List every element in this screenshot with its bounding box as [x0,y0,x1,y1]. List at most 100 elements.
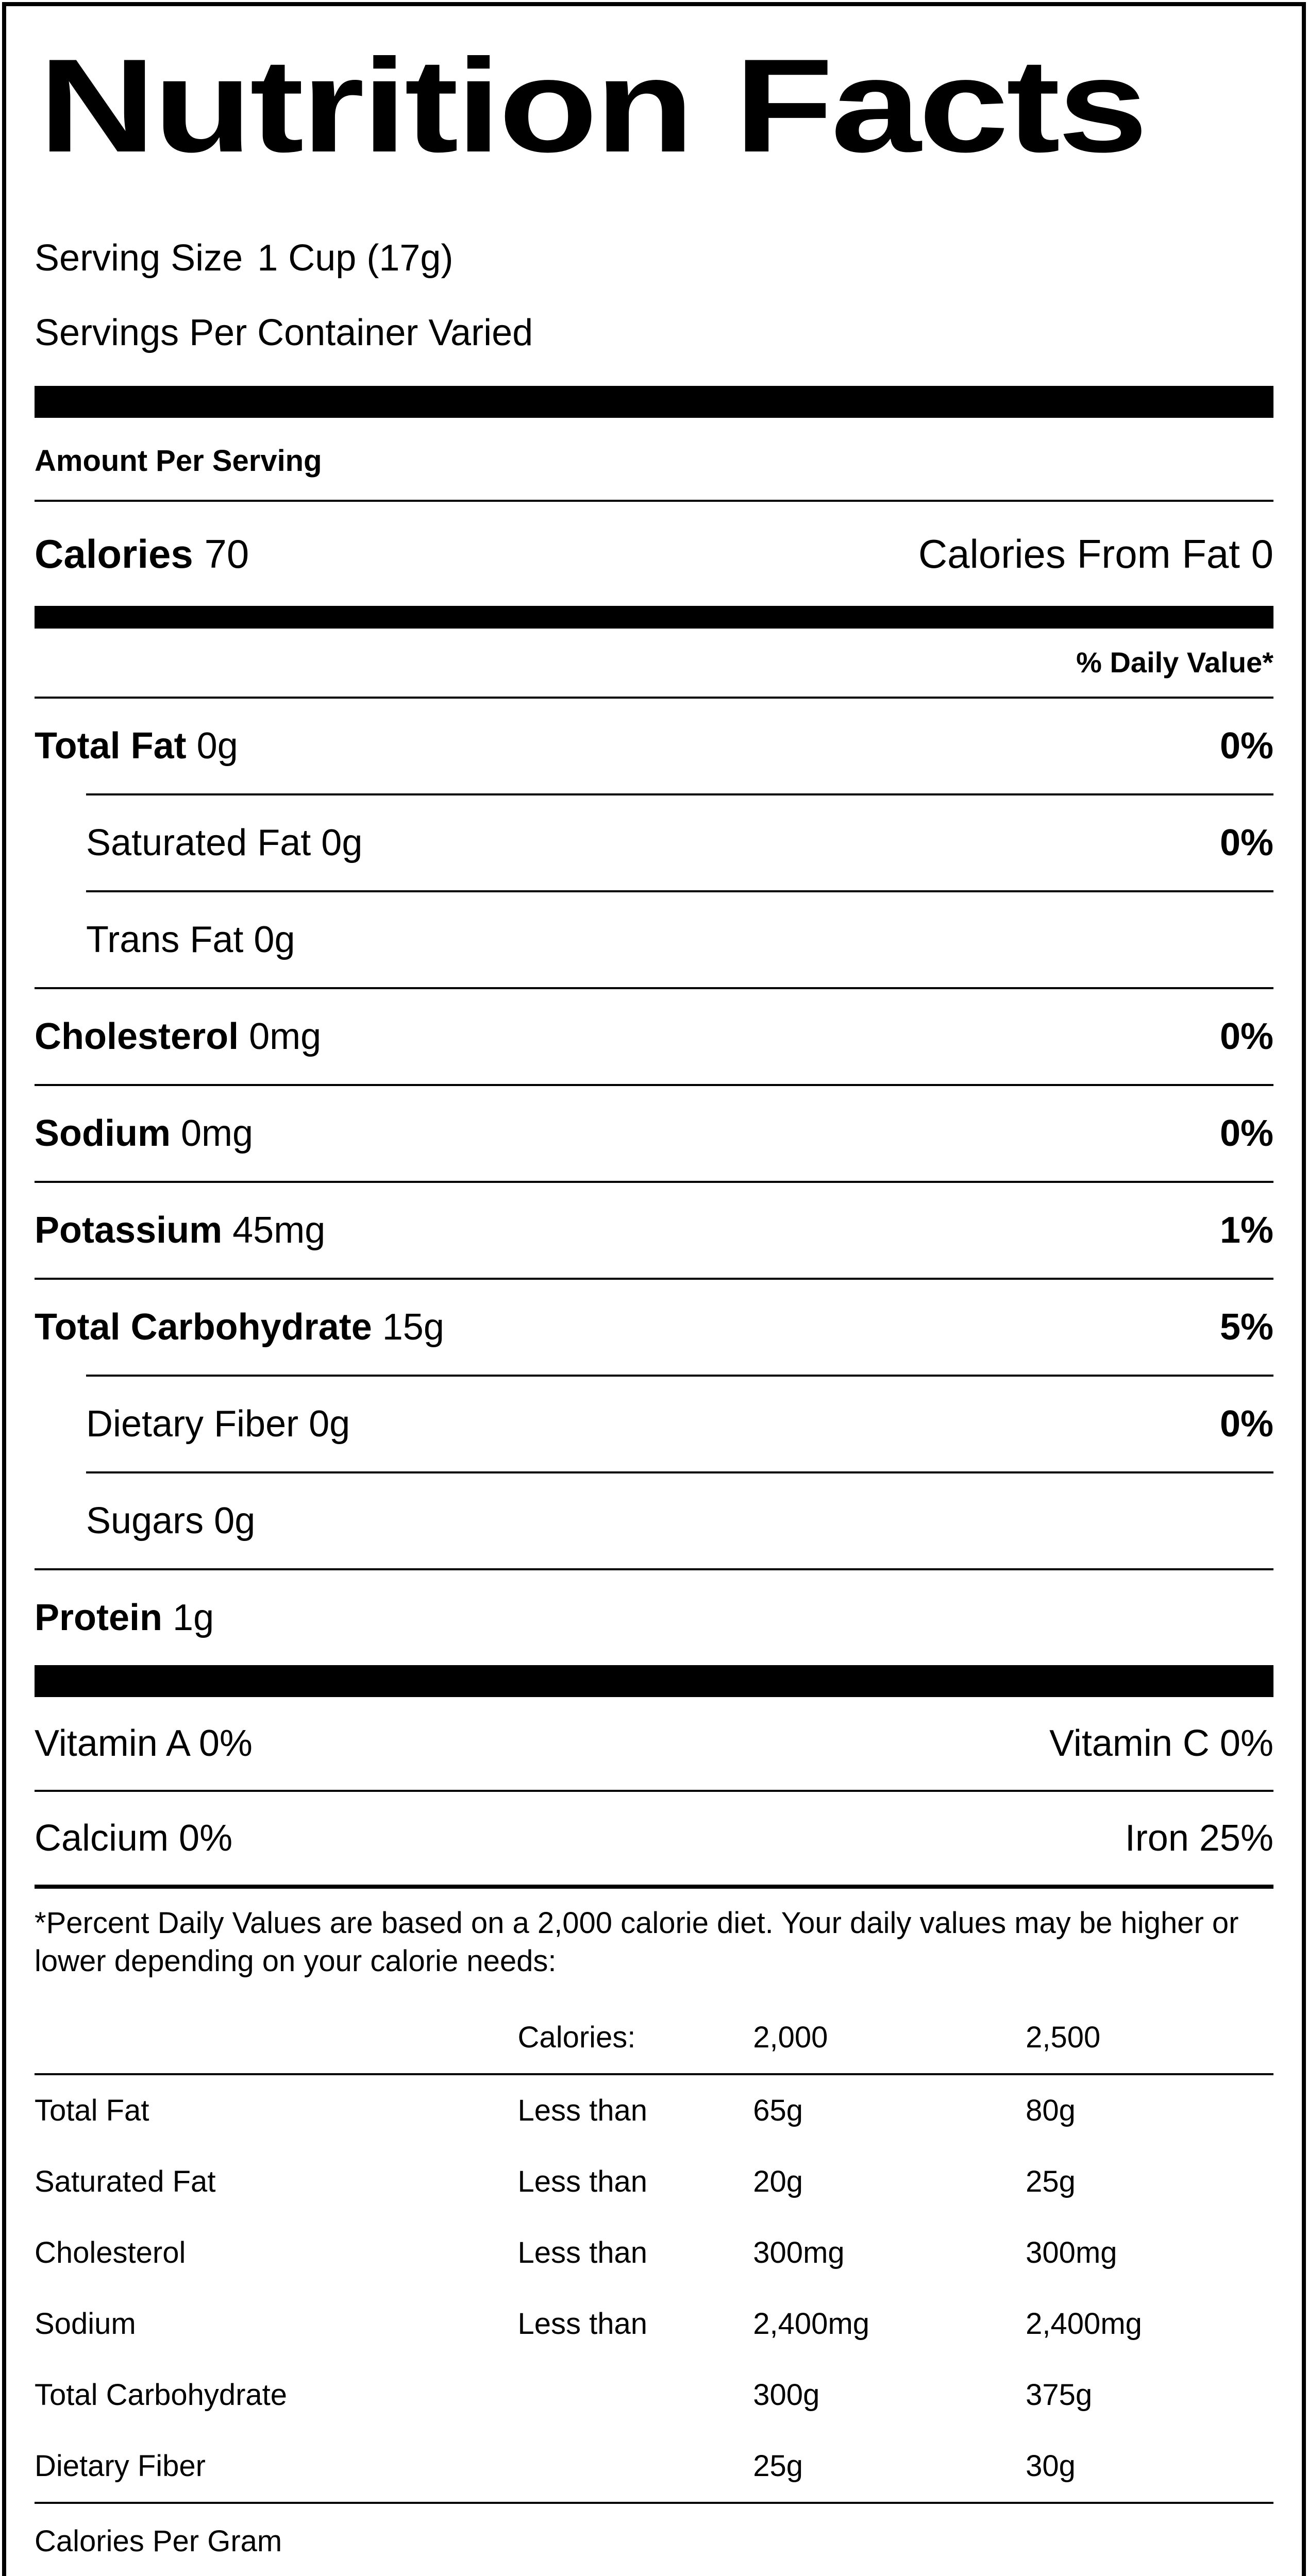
nutrient-left: Saturated Fat 0g [86,822,362,863]
dv-table-cell: Total Carbohydrate [35,2378,288,2412]
nutrient-row-sodium: Sodium 0mg 0% [35,1083,1273,1181]
dv-table-cell: 20g [753,2164,803,2198]
section-divider-bar [35,385,1273,418]
nutrient-row-total-fat: Total Fat 0g 0% [35,696,1273,793]
nutrient-row-sugars: Sugars 0g [86,1471,1273,1568]
dv-table-cell: Less than [517,2093,648,2127]
servings-per-container-line: Servings Per Container Varied [35,312,533,353]
calories-from-fat: Calories From Fat 0 [918,531,1273,577]
nutrient-amount: 0g [254,919,295,960]
nutrient-left: Sugars 0g [86,1500,255,1541]
nutrient-row-dietary-fiber: Dietary Fiber 0g 0% [86,1374,1273,1471]
nutrient-label: Total Fat [35,725,187,767]
dv-table-cell: Less than [517,2235,648,2269]
dv-table-header-cell [35,2020,518,2056]
nutrient-amount: 45mg [232,1209,326,1251]
nutrient-amount: 0g [214,1500,256,1541]
section-divider-bar [35,605,1273,629]
dv-table-header-cell: 2,500 [1026,2020,1101,2054]
dv-table-cell: 80g [1026,2093,1076,2127]
nutrient-amount: 1g [173,1597,214,1638]
dv-table-cell: Sodium [35,2307,136,2341]
section-divider-bar [35,1665,1273,1697]
calories-per-gram-values: Fat 9 Carbohydrate 4 Protein 4 [35,2565,1273,2576]
dv-table-cell: 300g [753,2378,820,2412]
dv-table-cell: Dietary Fiber [35,2449,206,2483]
nutrient-label: Dietary Fiber [86,1403,299,1445]
daily-value-header: % Daily Value* [1076,646,1273,679]
dv-table-cell: Less than [517,2307,648,2341]
dv-table-cell: 300mg [753,2235,845,2269]
vitamin-row-2: Calcium 0% Iron 25% [35,1789,1273,1885]
nutrient-amount: 0mg [181,1112,254,1154]
calories-row: Calories 70 Calories From Fat 0 [35,499,1273,606]
nutrient-dv: 5% [1219,1306,1273,1348]
nutrient-left: Trans Fat 0g [86,919,295,960]
dv-table-cell: Cholesterol [35,2235,186,2269]
calories-value: 70 [204,531,249,577]
nutrient-row-saturated-fat: Saturated Fat 0g 0% [86,793,1273,890]
calories-from-fat-value: 0 [1251,531,1273,577]
dv-table-cell: Total Fat [35,2093,149,2127]
dv-table-cell: 2,400mg [1026,2307,1142,2341]
nutrient-row-total-carbohydrate: Total Carbohydrate 15g 5% [35,1277,1273,1375]
dv-table-header-cell: 2,000 [753,2020,828,2054]
calories-label: Calories [35,531,193,577]
dv-table-row-sodium: Sodium Less than 2,400mg 2,400mg [35,2289,1273,2360]
dv-table-cell: 25g [1026,2164,1076,2198]
nutrient-left: Potassium 45mg [35,1210,325,1251]
dv-table-row-cholesterol: Cholesterol Less than 300mg 300mg [35,2217,1273,2289]
serving-size-value: 1 Cup (17g) [257,237,454,279]
vitamin-a: Vitamin A 0% [35,1722,253,1764]
dv-table-cell [518,2377,753,2413]
calories-per-gram-heading: Calories Per Gram [35,2501,1273,2565]
dv-table-cell: 30g [1026,2449,1076,2483]
nutrient-label: Trans Fat [86,919,244,960]
nutrient-label: Saturated Fat [86,822,311,863]
dv-table-cell: 65g [753,2093,803,2127]
nutrient-row-cholesterol: Cholesterol 0mg 0% [35,987,1273,1084]
dv-table-row-total-fat: Total Fat Less than 65g 80g [35,2075,1273,2146]
dv-table-cell [518,2448,753,2484]
nutrient-dv: 1% [1219,1209,1273,1251]
iron: Iron 25% [1125,1817,1273,1859]
nutrient-label: Sugars [86,1500,204,1541]
dv-table-header: Calories: 2,000 2,500 [35,2002,1273,2075]
serving-size-line: Serving Size 1 Cup (17g) [35,221,1273,296]
nutrient-left: Total Carbohydrate 15g [35,1307,444,1348]
nutrient-amount: 0g [321,822,363,863]
dv-table-header-cell: Calories: [517,2020,636,2054]
serving-size-label: Serving Size [35,237,243,279]
nutrient-label: Protein [35,1597,163,1638]
dv-table-row-dietary-fiber: Dietary Fiber 25g 30g [35,2431,1273,2502]
nutrient-label: Total Carbohydrate [35,1306,372,1348]
nutrient-row-potassium: Potassium 45mg 1% [35,1180,1273,1278]
vitamin-c: Vitamin C 0% [1049,1722,1273,1764]
vitamin-row-1: Vitamin A 0% Vitamin C 0% [35,1697,1273,1790]
dv-table-cell: 375g [1026,2378,1093,2412]
nutrient-left: Protein 1g [35,1597,214,1638]
nutrient-dv: 0% [1219,1112,1273,1154]
nutrient-left: Total Fat 0g [35,725,238,767]
nutrient-dv: 0% [1219,1015,1273,1057]
nutrient-row-protein: Protein 1g [35,1568,1273,1665]
calories-from-fat-label: Calories From Fat [918,531,1240,577]
nutrient-dv: 0% [1219,1403,1273,1445]
nutrient-label: Sodium [35,1112,171,1154]
nutrient-row-trans-fat: Trans Fat 0g [86,890,1273,987]
nutrient-amount: 15g [382,1306,444,1348]
calories-left: Calories 70 [35,531,249,577]
label-title: Nutrition Facts [39,31,1148,180]
nutrient-amount: 0g [309,1403,350,1445]
dv-table-row-total-carbohydrate: Total Carbohydrate 300g 375g [35,2360,1273,2431]
nutrient-left: Dietary Fiber 0g [86,1403,350,1445]
daily-value-footnote: *Percent Daily Values are based on a 2,0… [35,1884,1273,2002]
dv-table-cell: 300mg [1026,2235,1117,2269]
nutrient-amount: 0mg [249,1015,322,1057]
nutrient-dv: 0% [1219,822,1273,863]
nutrient-amount: 0g [196,725,238,767]
nutrient-dv: 0% [1219,725,1273,767]
dv-table-row-saturated-fat: Saturated Fat Less than 20g 25g [35,2146,1273,2217]
nutrient-left: Sodium 0mg [35,1113,253,1154]
